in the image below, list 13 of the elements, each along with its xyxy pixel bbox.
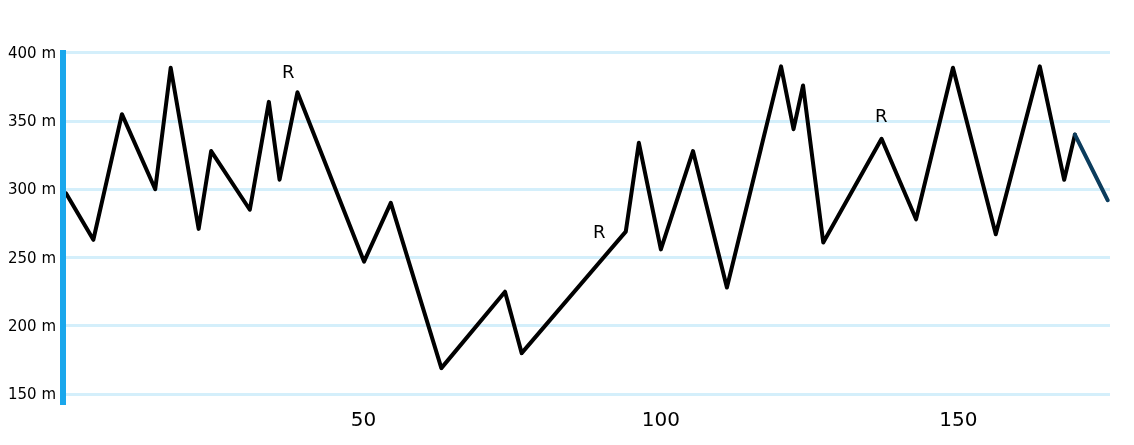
annotation: R <box>593 221 606 242</box>
y-tick-label: 150 m <box>8 385 57 403</box>
x-tick-label: 50 <box>350 407 377 431</box>
x-tick-label: 100 <box>641 407 680 431</box>
annotation: R <box>282 61 295 82</box>
annotation: R <box>875 105 888 126</box>
y-tick-label: 200 m <box>8 317 57 335</box>
y-tick-label: 350 m <box>8 112 57 130</box>
y-tick-label: 300 m <box>8 180 57 198</box>
y-tick-label: 250 m <box>8 249 57 267</box>
x-tick-label: 150 <box>939 407 978 431</box>
line-series <box>66 64 1077 371</box>
y-tick-label: 400 m <box>8 44 57 62</box>
